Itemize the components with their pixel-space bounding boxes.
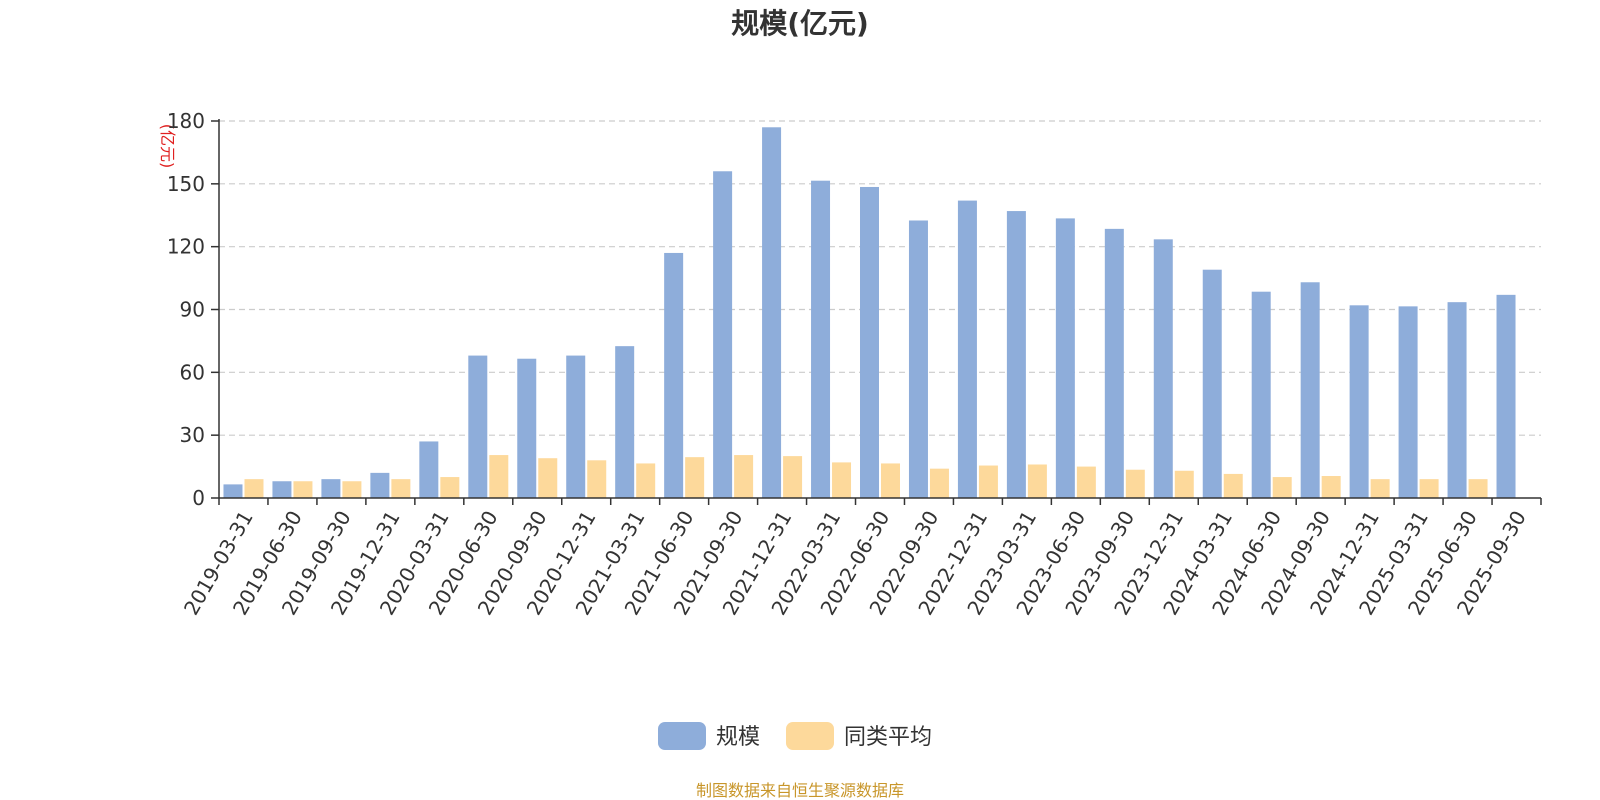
data-source-note: 制图数据来自恒生聚源数据库 <box>696 781 904 800</box>
bar-scale[interactable] <box>664 252 684 498</box>
bar-category-average[interactable] <box>1125 469 1145 498</box>
bar-category-average[interactable] <box>1468 479 1488 498</box>
bar-category-average[interactable] <box>342 481 362 498</box>
bar-category-average[interactable] <box>1076 466 1096 498</box>
bar-scale[interactable] <box>957 200 977 499</box>
y-tick-label: 150 <box>167 172 205 196</box>
bar-category-average[interactable] <box>1174 470 1194 498</box>
axes <box>218 119 1541 499</box>
bar-category-average[interactable] <box>734 455 754 498</box>
bar-category-average[interactable] <box>440 477 460 498</box>
y-tick-label: 30 <box>180 423 205 447</box>
legend-label: 规模 <box>716 725 760 750</box>
x-axis-ticks: 2019-03-312019-06-302019-09-302019-12-31… <box>179 498 1542 619</box>
bar-scale[interactable] <box>1251 291 1271 498</box>
bar-scale[interactable] <box>1006 211 1026 499</box>
bar-category-average[interactable] <box>1321 476 1341 498</box>
y-axis-unit: (亿元) <box>158 124 177 169</box>
legend-swatch <box>786 722 834 750</box>
bar-scale[interactable] <box>1202 269 1222 498</box>
bar-scale[interactable] <box>1104 228 1124 498</box>
bar-category-average[interactable] <box>391 479 411 498</box>
bar-scale[interactable] <box>1496 294 1516 498</box>
bar-category-average[interactable] <box>489 455 509 498</box>
bar-category-average[interactable] <box>587 460 607 498</box>
bar-scale[interactable] <box>419 441 439 498</box>
y-tick-label: 90 <box>180 298 205 322</box>
bar-scale[interactable] <box>223 484 243 498</box>
legend[interactable]: 规模 同类平均 <box>658 722 932 750</box>
legend-swatch <box>658 722 706 750</box>
bar-scale[interactable] <box>468 355 488 498</box>
bar-scale[interactable] <box>713 171 733 498</box>
legend-label: 同类平均 <box>844 725 932 750</box>
bar-scale[interactable] <box>860 186 879 498</box>
bar-category-average[interactable] <box>1272 477 1292 498</box>
bar-scale[interactable] <box>615 346 635 498</box>
y-tick-label: 0 <box>192 486 205 510</box>
bar-scale[interactable] <box>1300 282 1320 498</box>
bar-category-average[interactable] <box>1027 464 1047 498</box>
bar-scale[interactable] <box>566 355 586 498</box>
grid-lines <box>219 120 1541 436</box>
bar-category-average[interactable] <box>538 458 558 498</box>
bar-category-average[interactable] <box>783 456 803 498</box>
bar-category-average[interactable] <box>832 462 852 498</box>
bar-scale[interactable] <box>1398 306 1418 498</box>
bar-scale[interactable] <box>908 220 928 498</box>
bar-scale[interactable] <box>1447 302 1467 498</box>
bar-scale[interactable] <box>762 127 782 499</box>
bars <box>223 127 1516 499</box>
bar-category-average[interactable] <box>978 465 998 498</box>
y-tick-label: 120 <box>167 235 205 259</box>
bar-category-average[interactable] <box>685 457 705 498</box>
y-axis-ticks: 0 30 60 90 120 150 180 <box>167 109 219 510</box>
bar-scale[interactable] <box>370 472 390 498</box>
bar-scale[interactable] <box>1055 218 1075 498</box>
bar-category-average[interactable] <box>293 481 313 498</box>
bar-category-average[interactable] <box>1370 479 1390 498</box>
bar-category-average[interactable] <box>881 463 900 498</box>
bar-scale[interactable] <box>272 481 292 498</box>
bar-scale[interactable] <box>811 180 831 499</box>
bar-category-average[interactable] <box>1223 473 1243 498</box>
legend-item-scale[interactable]: 规模 <box>658 722 760 750</box>
legend-item-category-average[interactable]: 同类平均 <box>786 722 932 750</box>
bar-scale[interactable] <box>517 358 537 498</box>
bar-scale[interactable] <box>1349 305 1369 498</box>
bar-category-average[interactable] <box>1419 479 1439 498</box>
bar-scale[interactable] <box>321 479 341 498</box>
bar-category-average[interactable] <box>244 479 264 498</box>
y-tick-label: 60 <box>180 360 205 384</box>
chart-title: 规模(亿元) <box>731 7 869 40</box>
y-tick-label: 180 <box>167 109 205 133</box>
bar-scale[interactable] <box>1153 239 1173 498</box>
bar-category-average[interactable] <box>636 463 656 498</box>
bar-category-average[interactable] <box>929 468 949 498</box>
